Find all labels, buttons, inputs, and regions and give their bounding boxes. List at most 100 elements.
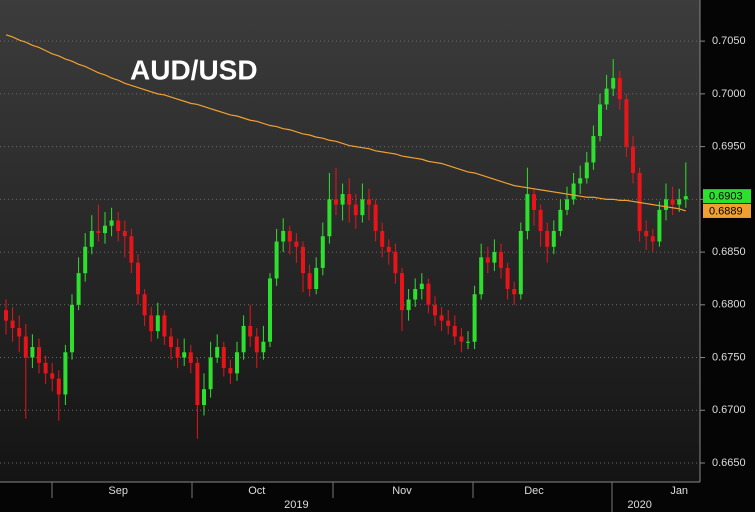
candle-body — [241, 325, 246, 353]
candle-body — [4, 310, 8, 321]
candle-body — [103, 225, 107, 234]
candle-body — [525, 194, 530, 231]
candle-body — [235, 352, 239, 374]
candle-body — [155, 315, 160, 332]
candle-body — [50, 373, 55, 379]
x-axis-background — [0, 482, 700, 512]
candle-body — [334, 199, 338, 205]
candle-body — [202, 389, 206, 406]
candle-body — [43, 362, 48, 374]
candle-body — [677, 199, 682, 205]
candle-body — [109, 220, 114, 226]
candle-body — [56, 378, 61, 395]
candle-body — [433, 304, 437, 316]
candle-body — [565, 199, 569, 210]
x-tick-label: Nov — [392, 485, 412, 497]
candle-body — [89, 230, 94, 247]
last-price-label-box — [703, 189, 751, 204]
candle-body — [650, 236, 655, 242]
last-ma-label: 0.6889 — [709, 205, 743, 217]
candle-body — [96, 230, 101, 234]
y-tick-label: 0.7000 — [712, 88, 746, 100]
candle-body — [419, 283, 424, 289]
x-tick-label: Dec — [524, 485, 544, 497]
candle-body — [446, 320, 451, 326]
candle-body — [314, 267, 319, 289]
candle-body — [10, 320, 15, 329]
candle-body — [327, 199, 332, 237]
candle-body — [294, 241, 299, 247]
candle-body — [116, 220, 121, 231]
candle-body — [274, 241, 279, 279]
candle-body — [657, 209, 662, 242]
y-tick-label: 0.6850 — [712, 246, 746, 258]
candle-body — [512, 288, 517, 295]
candle-body — [320, 236, 325, 268]
candle-body — [611, 78, 616, 89]
candle-body — [287, 230, 292, 242]
candle-body — [122, 230, 127, 237]
candle-body — [578, 178, 583, 184]
candle-body — [604, 88, 609, 105]
candle-body — [228, 368, 233, 374]
candle-body — [617, 78, 622, 100]
y-tick-label: 0.6800 — [712, 299, 746, 311]
candle-body — [30, 346, 35, 358]
candle-body — [63, 352, 68, 395]
candle-body — [538, 209, 543, 231]
y-tick-label: 0.6650 — [712, 457, 746, 469]
candle-body — [169, 336, 173, 347]
plot-background — [0, 0, 700, 482]
candle-body — [472, 294, 477, 342]
candle-body — [215, 346, 220, 358]
candle-body — [188, 352, 193, 363]
candle-body — [683, 196, 688, 200]
candle-body — [182, 352, 187, 358]
candle-body — [37, 346, 41, 363]
candle-body — [439, 315, 444, 321]
candle-body — [393, 252, 398, 274]
candle-body — [664, 199, 668, 210]
x-group-label: 2020 — [627, 499, 651, 511]
month-separators — [51, 482, 613, 512]
candle-body — [532, 194, 536, 210]
candle-body — [499, 252, 503, 268]
x-tick-label: Oct — [248, 485, 265, 497]
candle-body — [367, 199, 371, 205]
candle-body — [479, 257, 484, 295]
moving-average-line — [5, 34, 686, 212]
candle-body — [571, 183, 576, 200]
candle-body — [162, 315, 167, 337]
y-axis-background — [700, 0, 755, 512]
candle-body — [426, 283, 431, 305]
candle-body — [670, 199, 675, 205]
candle-body — [631, 146, 635, 173]
x-tick-label: Jan — [670, 485, 688, 497]
candle-body — [584, 162, 589, 179]
candle-body — [208, 357, 213, 390]
candle-body — [136, 262, 140, 295]
candle-body — [17, 328, 22, 337]
candle-body — [624, 99, 629, 147]
y-tick-label: 0.6950 — [712, 141, 746, 153]
candle-body — [413, 288, 418, 300]
candle-body — [505, 267, 510, 289]
chart-title: AUD/USD — [130, 54, 258, 85]
candle-body — [301, 246, 305, 274]
candle-body — [466, 341, 470, 343]
x-tick-label: Sep — [108, 485, 128, 497]
candle-body — [386, 246, 391, 253]
candle-body — [142, 294, 147, 316]
candle-body — [485, 257, 490, 263]
candle-body — [545, 230, 550, 247]
x-group-label: 2019 — [284, 499, 308, 511]
y-tick-label: 0.7050 — [712, 35, 746, 47]
candle-body — [492, 252, 497, 263]
candle-body — [23, 336, 28, 358]
candle-body — [248, 325, 253, 337]
candle-body — [340, 194, 345, 205]
candle-body — [281, 230, 286, 242]
candle-body — [452, 325, 457, 337]
candle-body — [598, 104, 602, 137]
